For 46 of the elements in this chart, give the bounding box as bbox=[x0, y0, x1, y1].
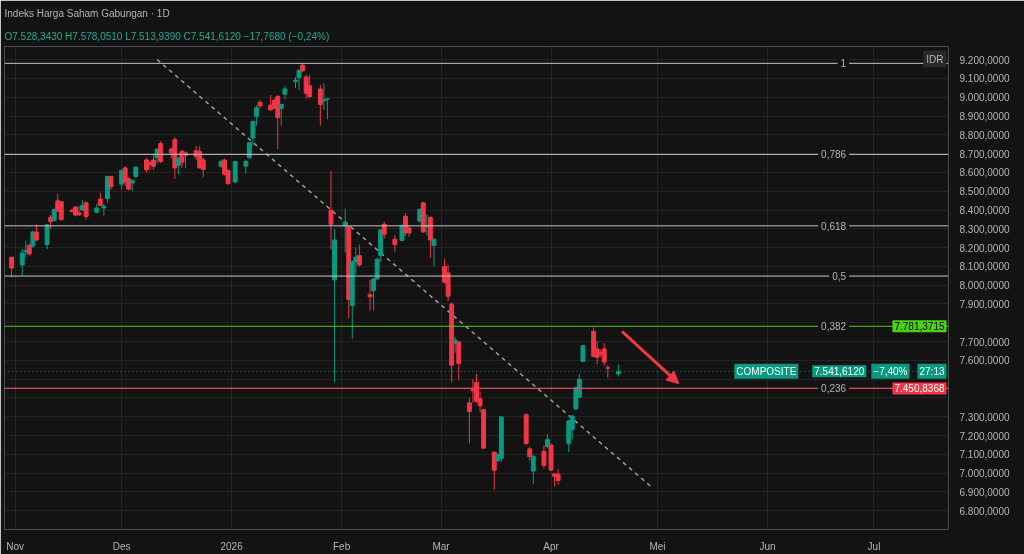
annotation: −7,40% bbox=[873, 365, 908, 377]
y-tick-label: 8.400,0000 bbox=[959, 205, 1010, 217]
y-tick-label: 6.900,0000 bbox=[959, 486, 1010, 498]
x-tick-label: Des bbox=[112, 540, 131, 552]
x-tick-label: Apr bbox=[543, 540, 560, 552]
y-tick-label: 7.900,0000 bbox=[959, 298, 1010, 310]
annotation: 0,382 bbox=[821, 321, 847, 333]
x-tick-label: Jul bbox=[867, 540, 881, 552]
y-tick-label: 9.100,0000 bbox=[959, 73, 1010, 85]
annotation: 7.450,8368 bbox=[894, 383, 945, 395]
annotation: 0,618 bbox=[821, 220, 847, 232]
y-tick-label: 7.600,0000 bbox=[959, 355, 1010, 367]
x-tick-label: Jun bbox=[759, 540, 776, 552]
chart-subtitle: O7.528,3430 H7.578,0510 L7.513,9390 C7.541,6120 −17,7680 (−0,24%) bbox=[4, 30, 330, 42]
x-tick-label: Mei bbox=[649, 540, 666, 552]
y-tick-label: 7.100,0000 bbox=[959, 449, 1010, 461]
y-tick-label: 7.300,0000 bbox=[959, 411, 1010, 423]
y-tick-label: 8.600,0000 bbox=[959, 167, 1010, 179]
y-tick-label: 8.500,0000 bbox=[959, 186, 1010, 198]
x-tick-label: 2026 bbox=[220, 540, 244, 552]
chart-title: Indeks Harga Saham Gabungan · 1D bbox=[4, 7, 170, 19]
x-tick-label: Feb bbox=[333, 540, 351, 552]
annotation: 1 bbox=[840, 58, 847, 70]
y-tick-label: 8.900,0000 bbox=[959, 111, 1010, 123]
annotation: 0,5 bbox=[832, 271, 847, 283]
y-tick-label: 6.800,0000 bbox=[959, 505, 1010, 517]
y-tick-label: 8.700,0000 bbox=[959, 148, 1010, 160]
y-tick-label: 7.200,0000 bbox=[959, 430, 1010, 442]
annotation: 27:13 bbox=[919, 365, 945, 377]
x-tick-label: Nov bbox=[6, 540, 25, 552]
x-tick-label: Mar bbox=[432, 540, 451, 552]
y-tick-label: 8.000,0000 bbox=[959, 280, 1010, 292]
y-tick-label: 7.000,0000 bbox=[959, 468, 1010, 480]
annotation: IDR bbox=[926, 53, 944, 65]
y-tick-label: 7.700,0000 bbox=[959, 336, 1010, 348]
y-tick-label: 8.300,0000 bbox=[959, 223, 1010, 235]
y-tick-label: 9.000,0000 bbox=[959, 92, 1010, 104]
y-tick-label: 8.200,0000 bbox=[959, 242, 1010, 254]
annotation: COMPOSITE bbox=[736, 365, 797, 377]
annotation: 7.781,3715 bbox=[894, 321, 945, 333]
y-tick-label: 8.100,0000 bbox=[959, 261, 1010, 273]
y-tick-label: 8.800,0000 bbox=[959, 129, 1010, 141]
annotation: 0,786 bbox=[821, 149, 847, 161]
annotation: 0,236 bbox=[821, 383, 847, 395]
y-tick-label: 9.200,0000 bbox=[959, 54, 1010, 66]
annotation: 7.541,6120 bbox=[814, 366, 865, 378]
